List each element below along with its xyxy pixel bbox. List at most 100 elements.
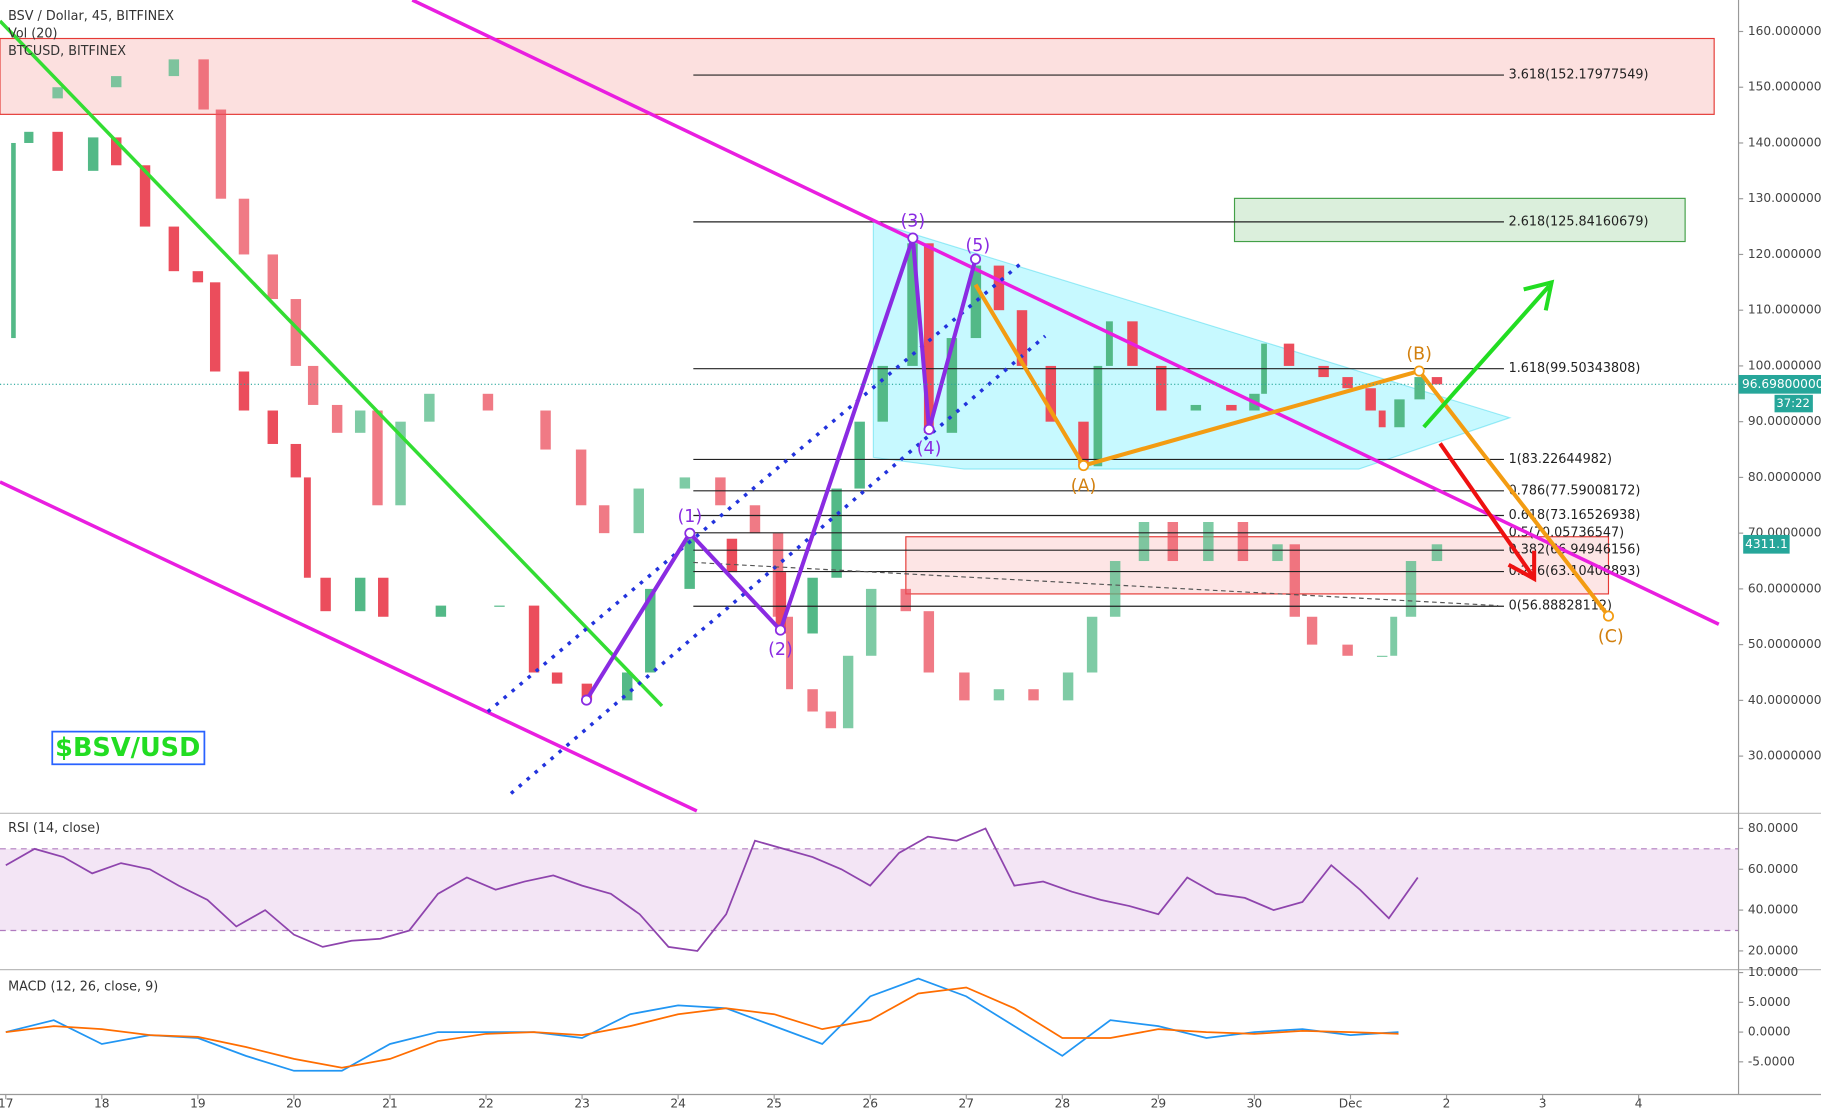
x-tick-label: 21	[382, 1096, 398, 1110]
wave-label: (B)	[1406, 345, 1432, 365]
fib-label: 0.382(66.94946156)	[1509, 543, 1641, 558]
y-tick-label: 50.00000000	[1748, 637, 1821, 651]
y-tick-label: 10.0000	[1748, 965, 1798, 979]
wave-label: (4)	[917, 439, 942, 459]
candle	[946, 338, 958, 433]
bull-arrow	[1422, 279, 1555, 429]
candle	[1431, 377, 1443, 385]
y-tick-label: 120.00000000	[1748, 247, 1821, 261]
abc-correction	[973, 283, 1611, 618]
countdown-tag	[1774, 394, 1813, 413]
candle	[1318, 365, 1329, 378]
candle	[110, 76, 122, 88]
candle	[378, 577, 389, 617]
candle	[290, 299, 302, 366]
chart-title: BSV / Dollar, 45, BITFINEX	[8, 9, 174, 24]
macd-title: MACD (12, 26, close, 9)	[8, 980, 158, 995]
candle	[1283, 343, 1295, 366]
candle	[395, 421, 406, 506]
wave-label: (A)	[1071, 477, 1097, 497]
candle	[267, 254, 279, 300]
target-zone	[1233, 197, 1686, 243]
y-tick-label: 60.0000	[1748, 862, 1798, 876]
candle	[645, 588, 656, 673]
candle	[1390, 616, 1398, 656]
x-tick-label: 19	[190, 1096, 206, 1110]
candle	[307, 365, 319, 405]
candle	[923, 611, 935, 673]
fib-label: 3.618(152.17977549)	[1509, 68, 1649, 83]
candle	[726, 538, 738, 573]
candle	[1062, 672, 1074, 701]
candle	[1138, 522, 1150, 562]
wave-label: (5)	[966, 236, 991, 256]
overlay-price: 4311.1	[1745, 537, 1788, 551]
wave-label: (2)	[768, 640, 793, 660]
volume-label: Vol (20)	[8, 26, 57, 41]
price-tag	[1738, 374, 1821, 394]
x-tick-label: 25	[766, 1096, 782, 1110]
y-tick-label: 5.0000	[1748, 995, 1791, 1009]
candle	[209, 282, 221, 372]
x-tick-label: Dec	[1339, 1096, 1363, 1110]
fibonacci: 3.618(152.17977549) 2.618(125.84160679) 1.…	[693, 68, 1649, 614]
x-tick-label: 2	[1443, 1096, 1451, 1110]
watermark-box	[51, 730, 206, 766]
candle	[772, 533, 784, 617]
candle	[110, 137, 122, 166]
candle	[139, 165, 151, 227]
candle	[52, 131, 63, 171]
channel-line	[486, 261, 1024, 714]
candle	[24, 131, 34, 143]
trend-line	[0, 480, 698, 813]
fib-label: 1.618(99.50343808)	[1509, 361, 1641, 376]
candle	[621, 672, 633, 701]
support-zone	[905, 536, 1610, 595]
candle	[494, 605, 505, 607]
candle	[192, 271, 204, 283]
y-tick-label: 110.00000000	[1748, 303, 1821, 317]
candle	[168, 226, 180, 272]
x-tick-label: 23	[574, 1096, 590, 1110]
data-marks	[0, 59, 1739, 1072]
candle	[959, 672, 970, 701]
candle	[1203, 522, 1214, 562]
x-tick-label: 3	[1539, 1096, 1547, 1110]
x-tick-label: 4	[1635, 1096, 1643, 1110]
candle	[854, 421, 865, 489]
candle	[1093, 365, 1103, 467]
x-tick-label: 28	[1055, 1096, 1071, 1110]
candle	[1109, 561, 1121, 617]
fib-label: 0.618(73.16526938)	[1509, 508, 1641, 523]
abc-points	[1078, 365, 1614, 622]
rsi-band	[0, 848, 1739, 931]
candle	[52, 87, 63, 99]
elliott-wave	[584, 237, 978, 702]
fib-label: 0(56.88828112)	[1509, 599, 1612, 614]
candle	[581, 683, 593, 701]
candle	[1431, 544, 1443, 562]
candle	[1086, 616, 1098, 673]
bear-arrow	[1438, 442, 1537, 583]
candle	[1167, 522, 1179, 562]
candle	[1028, 689, 1039, 701]
candle	[807, 577, 818, 634]
y-tick-label: 150.00000000	[1748, 80, 1821, 94]
indicator-line	[5, 977, 1399, 1072]
x-tick-label: 29	[1151, 1096, 1167, 1110]
candle	[87, 137, 99, 171]
candle	[482, 393, 494, 411]
fib-label: 2.618(125.84160679)	[1509, 214, 1649, 229]
y-tick-label: 100.00000000	[1748, 358, 1821, 372]
countdown: 37:22	[1776, 396, 1809, 410]
x-tick-label: 30	[1247, 1096, 1263, 1110]
y-tick-label: 140.00000000	[1748, 135, 1821, 149]
candle	[1156, 365, 1167, 411]
rsi-title: RSI (14, close)	[8, 821, 100, 836]
x-tick-label: 22	[478, 1096, 494, 1110]
candle	[575, 449, 587, 506]
candle	[1016, 310, 1028, 366]
candle	[598, 505, 610, 534]
